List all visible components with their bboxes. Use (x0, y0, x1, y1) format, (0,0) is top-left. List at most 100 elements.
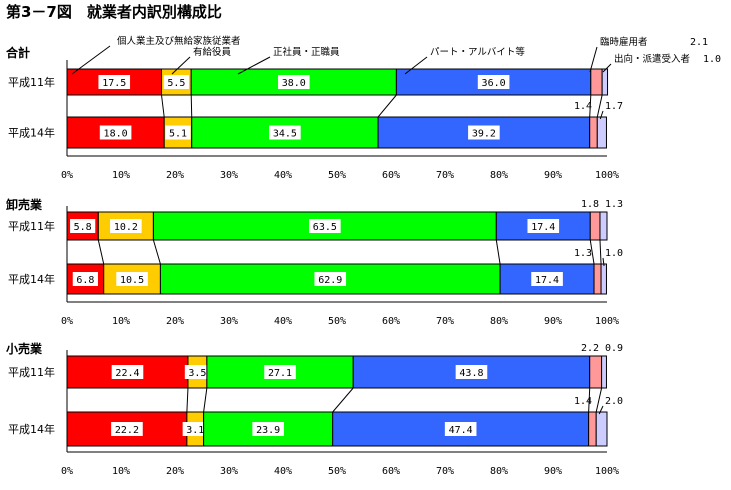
x-tick-2-1: 10% (112, 316, 130, 327)
connector-line-3-3 (332, 387, 354, 413)
bar-segment-3-2-5 (588, 411, 597, 447)
value-label-bg-2-2-1 (72, 272, 98, 286)
small-label-2-2-6: 1.0 (605, 248, 623, 259)
annotation-leader-6 (602, 63, 612, 73)
value-label-1-1-2: 5.5 (167, 78, 185, 89)
row-label-1-2: 平成14年 (8, 126, 55, 140)
annotation-label-3: 正社員・正職員 (273, 46, 340, 58)
value-label-3-1-2: 3.5 (188, 368, 206, 379)
x-tick-1-6: 60% (382, 170, 400, 181)
value-label-bg-1-1-3 (278, 75, 310, 89)
value-label-3-2-3: 23.9 (256, 425, 280, 436)
row-label-2-2: 平成14年 (8, 272, 55, 286)
annotation-label-4: パート・アルバイト等 (430, 46, 525, 58)
value-label-bg-3-2-2 (182, 422, 208, 436)
value-label-2-1-1: 5.8 (74, 222, 92, 233)
x-tick-2-10: 100% (595, 316, 619, 327)
x-tick-1-3: 30% (220, 170, 238, 181)
chart-title: 第3－7図 就業者内訳別構成比 (6, 3, 222, 21)
value-label-bg-1-2-2 (165, 125, 191, 140)
x-tick-3-2: 20% (166, 466, 184, 477)
value-label-3-1-3: 27.1 (268, 368, 292, 379)
connector-line-2-3 (495, 239, 501, 265)
row-label-3-2: 平成14年 (8, 422, 55, 436)
annotation-label-1: 個人業主及び無給家族従業者 (117, 35, 241, 47)
value-label-2-1-3: 63.5 (313, 222, 337, 233)
x-tick-1-8: 80% (490, 170, 508, 181)
small-label-1-1-6: 1.0 (703, 54, 721, 65)
value-label-1-1-1: 17.5 (102, 78, 126, 89)
bar-segment-1-2-5 (589, 116, 598, 149)
x-tick-3-7: 70% (436, 466, 454, 477)
bar-segment-2-2-5 (593, 263, 602, 295)
connector-line-1-4 (589, 94, 592, 118)
x-tick-2-7: 70% (436, 316, 454, 327)
connector-line-3-1 (186, 387, 189, 413)
x-tick-2-4: 40% (274, 316, 292, 327)
small-label-1-2-6: 1.7 (605, 101, 623, 112)
x-tick-3-9: 90% (544, 466, 562, 477)
x-tick-3-5: 50% (328, 466, 346, 477)
value-label-2-2-2: 10.5 (120, 275, 144, 286)
bar-segment-3-2-6 (595, 411, 608, 447)
value-label-bg-1-1-1 (98, 75, 131, 89)
x-tick-1-1: 10% (112, 170, 130, 181)
value-label-3-1-1: 22.4 (115, 368, 139, 379)
connector-line-3-2 (203, 387, 208, 413)
value-label-1-1-3: 38.0 (282, 78, 306, 89)
row-label-2-1: 平成11年 (8, 219, 55, 233)
small-label-2-1-6: 1.3 (605, 199, 623, 210)
panel-title-1: 合計 (6, 45, 30, 60)
bar-segment-3-1-5 (589, 355, 603, 389)
bar-segment-1-1-6 (601, 68, 609, 96)
value-label-1-2-1: 18.0 (104, 129, 128, 140)
x-tick-2-8: 80% (490, 316, 508, 327)
value-label-bg-3-1-4 (455, 365, 488, 379)
connector-line-2-4 (589, 239, 595, 265)
x-tick-1-7: 70% (436, 170, 454, 181)
x-tick-2-2: 20% (166, 316, 184, 327)
small-label-2-2-5: 1.3 (574, 248, 592, 259)
connector-line-2-1 (97, 239, 105, 265)
x-tick-2-3: 30% (220, 316, 238, 327)
connector-line-1-5 (596, 94, 603, 118)
bar-segment-1-1-5 (590, 68, 603, 96)
value-label-bg-2-1-1 (70, 219, 96, 233)
value-label-1-2-2: 5.1 (169, 129, 187, 140)
value-label-2-2-1: 6.8 (76, 275, 94, 286)
value-label-1-2-4: 39.2 (472, 129, 496, 140)
connector-line-1-3 (377, 94, 397, 118)
small-label-3-1-5: 2.2 (581, 343, 599, 354)
panel-title-3: 小売業 (6, 341, 43, 356)
x-tick-3-4: 40% (274, 466, 292, 477)
bar-segment-3-1-6 (601, 355, 607, 389)
connector-line-3-5 (595, 387, 603, 413)
value-label-3-2-1: 22.2 (115, 425, 139, 436)
row-label-3-1: 平成11年 (8, 365, 55, 379)
value-label-bg-2-1-2 (110, 219, 142, 233)
panel-title-2: 卸売業 (6, 197, 43, 212)
value-label-bg-2-1-3 (309, 219, 341, 233)
annotation-leader-2 (171, 56, 191, 75)
small-leader-1 (599, 110, 604, 120)
value-label-bg-3-2-3 (252, 422, 284, 436)
value-label-bg-2-1-4 (527, 219, 560, 233)
row-label-1-1: 平成11年 (8, 75, 55, 89)
x-tick-3-10: 100% (595, 466, 619, 477)
small-leader-2 (602, 257, 605, 267)
x-tick-2-0: 0% (61, 316, 73, 327)
annotation-label-5: 臨時雇用者 (600, 36, 648, 48)
value-label-bg-1-1-2 (163, 75, 189, 89)
value-label-bg-1-2-4 (468, 125, 500, 140)
value-label-bg-3-1-1 (111, 365, 144, 379)
small-label-3-1-6: 0.9 (605, 343, 623, 354)
annotation-leader-4 (404, 56, 428, 75)
value-label-bg-2-2-2 (116, 272, 148, 286)
value-label-bg-3-2-1 (111, 422, 143, 436)
value-label-bg-1-2-3 (269, 125, 301, 140)
value-label-bg-3-2-4 (444, 422, 477, 436)
value-label-bg-2-2-4 (531, 272, 563, 286)
x-tick-2-6: 60% (382, 316, 400, 327)
value-label-2-2-4: 17.4 (535, 275, 559, 286)
